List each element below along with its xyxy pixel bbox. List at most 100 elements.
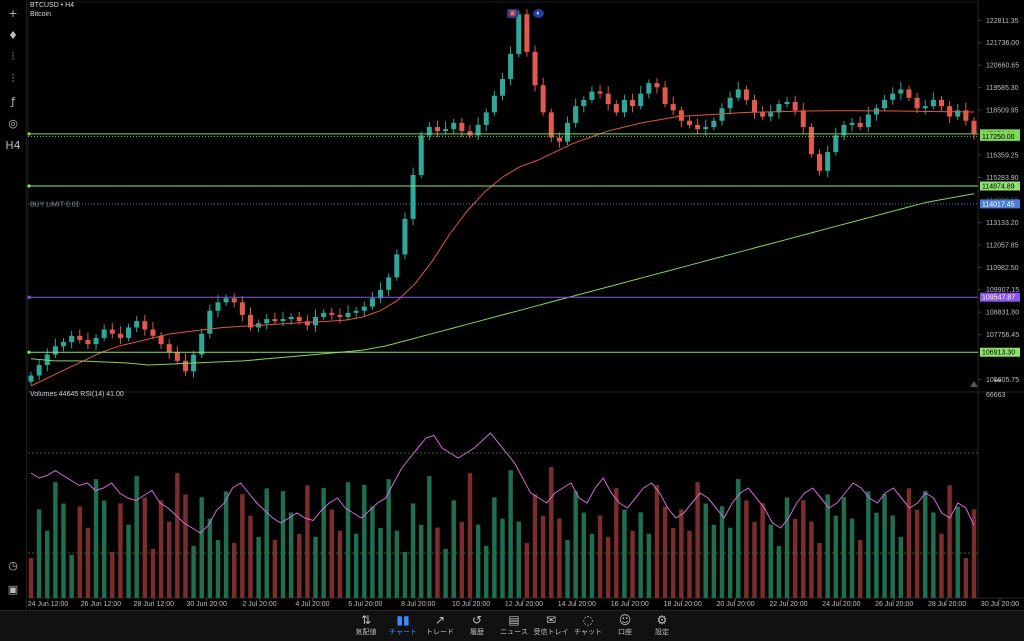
candle-body <box>581 99 587 107</box>
volume-bar <box>695 482 700 598</box>
nav-inbox[interactable]: ✉ 受信トレイ <box>531 613 571 641</box>
volume-bar <box>370 506 375 598</box>
nav-history[interactable]: ↺ 履歴 <box>457 613 497 641</box>
level-handle[interactable] <box>27 350 31 354</box>
volume-bar <box>53 482 58 598</box>
x-tick-label: 30 Jun 20:00 <box>186 601 227 608</box>
nav-quotes[interactable]: ⇅ 気配値 <box>346 613 386 641</box>
candle-body <box>126 327 132 338</box>
volume-bar <box>971 509 977 598</box>
volume-bar <box>849 518 855 598</box>
price-chart[interactable]: 122811.35 121736.00 120660.65 119585.30 1185… <box>0 0 1024 610</box>
volume-bar <box>622 509 627 598</box>
candle-body <box>703 127 709 130</box>
volume-bar <box>443 548 448 598</box>
candle-body <box>540 85 546 113</box>
candle-body <box>69 335 75 343</box>
volume-bar <box>150 548 156 598</box>
candle-body <box>85 339 91 345</box>
candle-body <box>499 78 506 96</box>
volume-bar <box>744 500 749 598</box>
candle-body <box>516 14 522 54</box>
volume-bar <box>272 539 278 598</box>
level-handle[interactable] <box>27 184 31 188</box>
function-icon[interactable]: ƒ <box>11 94 15 108</box>
symbol-line: BTCUSD • H4 <box>30 2 75 9</box>
volume-bar <box>305 485 310 598</box>
volume-bar <box>264 488 269 598</box>
candle-body <box>215 302 221 311</box>
crosshair-icon[interactable]: + <box>8 6 18 20</box>
candle-body <box>109 329 115 334</box>
x-tick-label: 26 Jun 12:00 <box>81 601 122 608</box>
volume-bar <box>638 512 643 598</box>
timeframe-label[interactable]: H4 <box>5 138 21 152</box>
layout-icon[interactable]: ▣ <box>7 582 19 596</box>
nav-chart[interactable]: ▮▮ チャート <box>383 613 423 641</box>
news-flag-icon[interactable]: ▣ <box>507 9 518 18</box>
y-tick-label: 107756.45 <box>986 332 1019 339</box>
candle-body <box>597 91 603 94</box>
volume-bar <box>313 536 318 598</box>
candle-body <box>337 314 343 318</box>
candle-body <box>776 104 782 113</box>
indicators-icon[interactable]: ⫶ <box>11 50 15 63</box>
candle-body <box>483 112 489 125</box>
candle-body <box>361 306 367 311</box>
volume-bar <box>492 497 497 598</box>
candle-body <box>475 124 481 136</box>
candle-body <box>451 122 457 130</box>
candle-body <box>101 329 107 338</box>
candle-body <box>378 289 384 299</box>
volume-scale-max: 66663 <box>986 392 1006 399</box>
nav-chat[interactable]: ◌ チャット <box>568 613 608 641</box>
candle-body <box>800 110 806 128</box>
x-tick-label: 28 Jul 20:00 <box>928 601 966 608</box>
nav-account[interactable]: ☺ 口座 <box>605 613 645 641</box>
y-tick-label: 108831.80 <box>986 310 1019 317</box>
x-tick-label: 12 Jul 20:00 <box>505 601 543 608</box>
volume-bar <box>297 533 302 598</box>
volume-bar <box>809 521 814 598</box>
candle-body <box>882 99 888 109</box>
scale-arrow-icon[interactable] <box>970 381 978 387</box>
candle-body <box>223 298 229 303</box>
y-tick-label: 122811.35 <box>986 18 1019 25</box>
candle-body <box>857 122 863 128</box>
candle-body <box>654 83 660 88</box>
volume-bar <box>500 518 505 598</box>
x-tick-label: 8 Jul 20:00 <box>401 601 435 608</box>
candle-body <box>60 342 67 347</box>
candlestick-type-icon[interactable]: ♦ <box>8 28 18 42</box>
candle-body <box>158 335 164 345</box>
volume-bar <box>882 494 887 598</box>
candle-body <box>678 110 684 121</box>
price-tag-label: 109547.87 <box>982 295 1015 302</box>
level-handle[interactable] <box>27 132 31 136</box>
nav-news-label: ニュース <box>500 629 528 636</box>
candle-body <box>296 317 302 322</box>
event-clock-icon[interactable]: ◐ <box>533 9 544 18</box>
candle-body <box>313 317 319 326</box>
volume-bar <box>801 500 806 598</box>
candle-body <box>963 110 969 121</box>
candle-body <box>150 329 156 336</box>
price-tag <box>980 199 1020 209</box>
nav-settings[interactable]: ⚙ 設定 <box>642 613 682 641</box>
objects-icon[interactable]: ⫶ <box>11 72 15 85</box>
volume-bar <box>77 506 83 598</box>
nav-news[interactable]: ▤ ニュース <box>494 613 534 641</box>
volume-bar <box>866 491 871 598</box>
candle-body <box>808 127 814 155</box>
volume-bar <box>817 542 822 598</box>
nav-trade[interactable]: ↗ トレード <box>420 613 460 641</box>
candle-body <box>394 254 400 278</box>
volume-bar <box>825 494 830 598</box>
level-handle[interactable] <box>27 295 31 299</box>
x-tick-label: 22 Jul 20:00 <box>769 601 807 608</box>
nav-account-label: 口座 <box>618 629 632 636</box>
clock-icon[interactable]: ◷ <box>8 558 18 572</box>
shapes-icon[interactable]: ◎ <box>8 116 18 130</box>
more-options-icon: ••• <box>994 378 1002 385</box>
volume-bar <box>118 503 123 598</box>
